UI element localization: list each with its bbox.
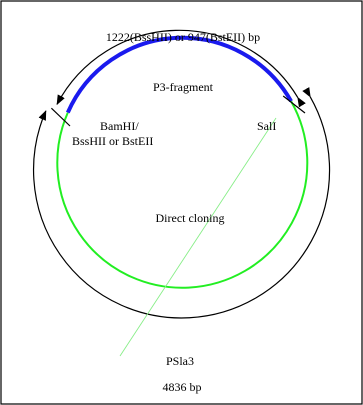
fragment-size-arrow — [56, 29, 306, 108]
left-site-label-line1: BamHI/ — [100, 119, 139, 133]
right-site-tick — [282, 95, 306, 114]
insert-fragment-arc — [65, 35, 293, 114]
plasmid-size-arrow — [32, 86, 331, 319]
plasmid-name: PSla3 — [166, 354, 194, 368]
center-label: Direct cloning — [156, 211, 225, 225]
plasmid-size: 4836 bp — [163, 380, 202, 394]
fragment-label: P3-fragment — [153, 80, 214, 94]
direct-cloning-line — [119, 117, 277, 357]
left-site-tick — [50, 107, 71, 127]
vector-backbone-arc — [56, 100, 309, 289]
left-site-label-line2: BssHII or BstEII — [72, 134, 153, 148]
right-site-label: SalI — [257, 119, 276, 133]
top-size-label: 1222(BssHII) or 947(BstEII) bp — [106, 30, 260, 44]
